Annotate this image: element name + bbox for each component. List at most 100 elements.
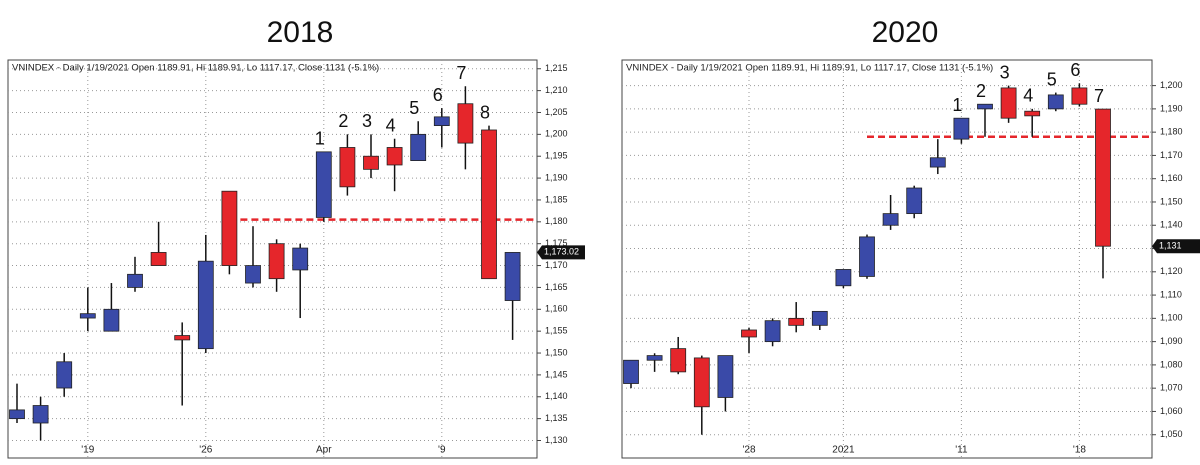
candle-body [9, 409, 25, 420]
y-tick-label: 1,080 [1160, 359, 1183, 369]
y-tick-label: 1,175 [545, 238, 568, 248]
annotation: 8 [480, 102, 490, 122]
candle-body [953, 117, 970, 140]
candle-body [906, 187, 923, 215]
annotation: 2 [976, 81, 986, 101]
y-tick-label: 1,145 [545, 369, 568, 379]
candle-body [1047, 94, 1064, 110]
candle-body [859, 236, 875, 277]
y-tick-label: 1,170 [1160, 150, 1183, 160]
candle-body [693, 357, 710, 408]
annotation: 4 [1023, 86, 1033, 106]
annotation: 2 [338, 111, 348, 131]
annotation: 4 [386, 115, 396, 135]
last-price-label: 1,131 [1159, 241, 1182, 251]
candle-body [363, 155, 379, 170]
y-tick-label: 1,120 [1160, 266, 1183, 276]
y-tick-label: 1,185 [545, 194, 568, 204]
candle-body [741, 329, 757, 338]
y-tick-label: 1,050 [1160, 429, 1183, 439]
x-tick-label: Apr [316, 445, 332, 456]
candle-body [32, 405, 49, 424]
annotation: 5 [1047, 69, 1057, 89]
y-tick-label: 1,190 [1160, 103, 1183, 113]
candle-body [788, 317, 805, 326]
candle-body [292, 247, 309, 271]
y-tick-label: 1,135 [545, 413, 568, 423]
x-tick-label: '19 [81, 445, 94, 456]
candle-body [670, 348, 687, 373]
y-tick-label: 1,140 [1160, 220, 1183, 230]
candle-body [103, 308, 120, 332]
candle-body [56, 361, 73, 389]
candle-body [197, 260, 214, 350]
x-tick-label: '28 [742, 445, 755, 456]
y-tick-label: 1,060 [1160, 406, 1183, 416]
candle-body [174, 335, 191, 341]
y-tick-label: 1,215 [545, 63, 568, 73]
y-tick-label: 1,200 [1160, 80, 1183, 90]
annotation: 3 [1000, 62, 1010, 82]
candle-body [1095, 108, 1111, 247]
candle-body [717, 355, 734, 398]
candle-body [268, 243, 285, 280]
candle-body [433, 116, 450, 127]
x-tick-label: '18 [1073, 445, 1086, 456]
candle-body [1000, 87, 1017, 119]
annotation: 1 [315, 129, 325, 149]
y-tick-label: 1,130 [545, 435, 568, 445]
candle-body [481, 129, 497, 280]
annotation: 6 [433, 85, 443, 105]
y-tick-label: 1,190 [545, 172, 568, 182]
y-tick-label: 1,180 [545, 216, 568, 226]
candle-body [811, 310, 828, 326]
chart-subtitle: VNINDEX - Daily 1/19/2021 Open 1189.91, … [12, 63, 379, 74]
last-price-label: 1,173.02 [544, 247, 579, 257]
chart-subtitle: VNINDEX - Daily 1/19/2021 Open 1189.91, … [626, 63, 993, 74]
y-tick-label: 1,155 [545, 326, 568, 336]
y-tick-label: 1,160 [545, 304, 568, 314]
annotation: 1 [952, 95, 962, 115]
candle-body [764, 320, 781, 343]
candle-body [410, 133, 427, 161]
y-tick-label: 1,160 [1160, 173, 1183, 183]
candle-body [150, 252, 167, 266]
candle-body [882, 213, 899, 226]
candle-body [623, 359, 639, 384]
y-tick-label: 1,140 [545, 391, 568, 401]
annotation: 5 [409, 98, 419, 118]
candle-body [79, 313, 96, 319]
y-tick-label: 1,165 [545, 282, 568, 292]
candle-body [127, 273, 143, 288]
y-tick-label: 1,070 [1160, 383, 1183, 393]
candle-body [504, 252, 521, 301]
x-tick-label: 2021 [832, 445, 855, 456]
annotation: 7 [1094, 86, 1104, 106]
chart-title: 2018 [267, 16, 334, 49]
y-tick-label: 1,150 [1160, 196, 1183, 206]
candle-body [386, 147, 403, 166]
annotation: 7 [456, 63, 466, 83]
candle-body [646, 355, 663, 361]
candle-body [245, 265, 261, 284]
candle-body [1071, 87, 1088, 105]
x-tick-label: '11 [955, 445, 968, 456]
y-tick-label: 1,090 [1160, 336, 1183, 346]
last-price-box [537, 245, 585, 260]
y-tick-label: 1,210 [545, 85, 568, 95]
annotation: 3 [362, 111, 372, 131]
y-tick-label: 1,150 [545, 347, 568, 357]
chart-title: 2020 [872, 16, 939, 49]
y-tick-label: 1,205 [545, 107, 568, 117]
candle-body [929, 157, 946, 168]
last-price-box [1152, 239, 1200, 254]
y-tick-label: 1,170 [545, 260, 568, 270]
y-tick-label: 1,180 [1160, 127, 1183, 137]
annotation: 6 [1070, 60, 1080, 80]
candle-body [457, 103, 474, 144]
candle-body [977, 103, 993, 110]
plot-area [621, 59, 1153, 459]
candle-body [315, 151, 332, 218]
candle-body [339, 147, 356, 188]
